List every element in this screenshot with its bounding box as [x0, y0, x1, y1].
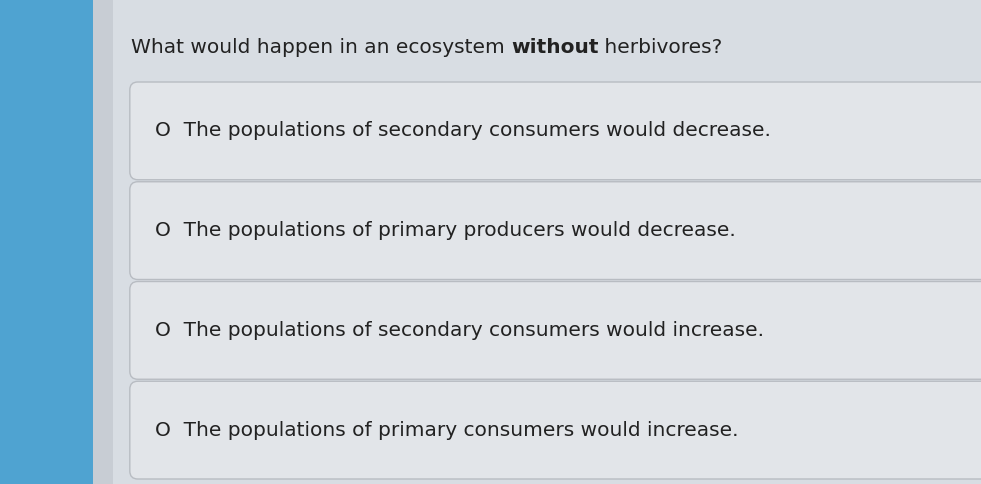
Text: O  The populations of secondary consumers would decrease.: O The populations of secondary consumers…: [155, 121, 771, 140]
FancyBboxPatch shape: [129, 282, 981, 379]
Text: herbivores?: herbivores?: [598, 38, 723, 57]
Bar: [0, 0, 93, 484]
FancyBboxPatch shape: [129, 82, 981, 180]
Text: without: without: [511, 38, 598, 57]
Text: O  The populations of primary producers would decrease.: O The populations of primary producers w…: [155, 221, 736, 240]
Text: What would happen in an ecosystem: What would happen in an ecosystem: [130, 38, 511, 57]
Text: O  The populations of secondary consumers would increase.: O The populations of secondary consumers…: [155, 321, 764, 340]
Text: O  The populations of primary consumers would increase.: O The populations of primary consumers w…: [155, 421, 739, 439]
FancyBboxPatch shape: [129, 182, 981, 279]
Bar: [113, 0, 981, 484]
FancyBboxPatch shape: [129, 381, 981, 479]
